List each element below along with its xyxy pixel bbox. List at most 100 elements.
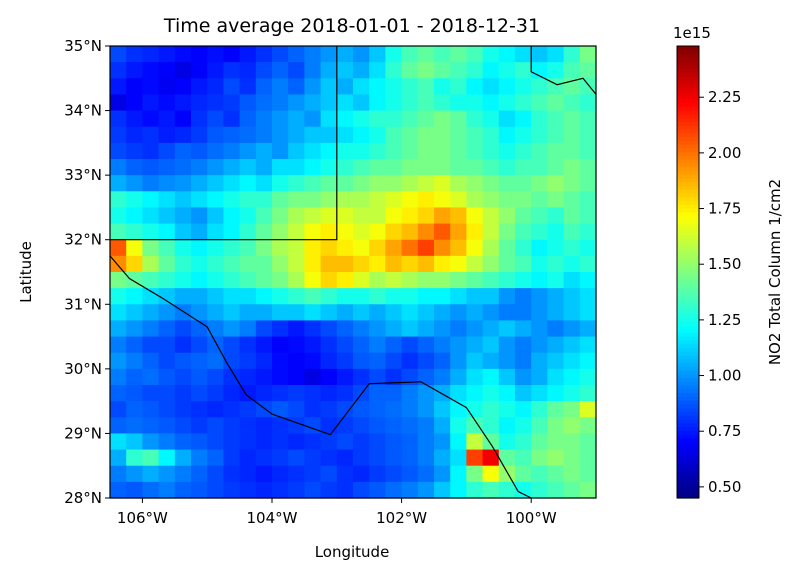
heatmap-cell	[417, 320, 435, 338]
heatmap-cell	[191, 175, 208, 192]
heatmap-cell	[336, 62, 354, 79]
heatmap-cell	[385, 449, 403, 467]
heatmap-cell	[158, 481, 176, 499]
heatmap-cell	[417, 465, 435, 483]
heatmap-cell	[272, 417, 289, 435]
heatmap-cell	[515, 126, 532, 144]
colorbar-segment	[677, 351, 699, 356]
heatmap-cell	[482, 272, 500, 289]
heatmap-cell	[320, 239, 338, 257]
heatmap-cell	[385, 255, 403, 273]
heatmap-cell	[191, 62, 208, 79]
heatmap-cell	[434, 223, 451, 241]
colorbar-segment	[677, 174, 699, 179]
heatmap-cell	[498, 207, 516, 225]
heatmap-cell	[304, 175, 322, 192]
heatmap-cell	[401, 449, 419, 467]
heatmap-cell	[547, 401, 565, 418]
heatmap-cell	[450, 352, 467, 370]
colorbar-segment	[677, 256, 699, 262]
heatmap-cell	[110, 159, 127, 176]
heatmap-cell	[369, 175, 386, 192]
heatmap-cell	[401, 62, 419, 79]
heatmap-cell	[482, 159, 500, 176]
heatmap-cell	[239, 368, 257, 386]
heatmap-cell	[515, 320, 532, 338]
heatmap-cell	[174, 159, 192, 176]
heatmap-cell	[191, 320, 208, 338]
heatmap-cell	[207, 368, 224, 386]
colorbar-segment	[677, 328, 699, 333]
heatmap-cell	[369, 191, 386, 209]
colorbar-segment	[677, 422, 699, 428]
colorbar-segment	[677, 396, 699, 401]
heatmap-cell	[466, 272, 484, 289]
heatmap-cell	[466, 433, 484, 451]
heatmap-cell	[142, 368, 160, 386]
heatmap-cell	[255, 46, 273, 63]
heatmap-cell	[142, 417, 160, 435]
heatmap-cell	[531, 449, 548, 467]
heatmap-cell	[401, 368, 419, 386]
heatmap-cell	[142, 239, 160, 257]
heatmap-cell	[531, 142, 548, 160]
heatmap-cell	[369, 94, 386, 112]
heatmap-cell	[385, 417, 403, 435]
heatmap-cell	[110, 62, 127, 79]
heatmap-cell	[515, 110, 532, 128]
heatmap-cell	[142, 62, 160, 79]
colorbar-segment	[677, 102, 699, 107]
heatmap-cell	[126, 207, 143, 225]
heatmap-cell	[142, 94, 160, 112]
heatmap-cell	[255, 433, 273, 451]
heatmap-cell	[385, 304, 403, 322]
heatmap-cell	[320, 320, 338, 338]
heatmap-cell	[304, 401, 322, 418]
heatmap-cell	[563, 62, 581, 79]
heatmap-cell	[482, 417, 500, 435]
heatmap-cell	[174, 191, 192, 209]
heatmap-cell	[320, 385, 338, 402]
heatmap-cell	[434, 320, 451, 338]
heatmap-cell	[191, 288, 208, 305]
colorbar-segment	[677, 223, 699, 228]
heatmap-cell	[579, 449, 597, 467]
heatmap-cell	[142, 385, 160, 402]
colorbar-segment	[677, 305, 699, 311]
heatmap-cell	[239, 239, 257, 257]
x-tick-label: 100°W	[506, 509, 557, 527]
heatmap-cell	[304, 159, 322, 176]
heatmap-cell	[401, 126, 419, 144]
heatmap-cell	[417, 62, 435, 79]
heatmap-cell	[239, 336, 257, 354]
heatmap-cell	[547, 336, 565, 354]
heatmap-cell	[191, 191, 208, 209]
heatmap-cell	[369, 304, 386, 322]
colorbar-segment	[677, 143, 699, 149]
heatmap-cell	[369, 126, 386, 144]
colorbar-segment	[677, 366, 699, 371]
heatmap-cell	[239, 401, 257, 418]
heatmap-cell	[272, 159, 289, 176]
heatmap-cell	[288, 368, 305, 386]
heatmap-cell	[174, 449, 192, 467]
heatmap-cell	[401, 481, 419, 499]
heatmap-cell	[239, 142, 257, 160]
heatmap-cell	[272, 272, 289, 289]
heatmap-cell	[320, 255, 338, 273]
heatmap-cell	[207, 110, 224, 128]
heatmap-cell	[223, 385, 241, 402]
heatmap-cell	[515, 78, 532, 96]
heatmap-cell	[239, 385, 257, 402]
heatmap-cell	[255, 417, 273, 435]
heatmap-cell	[304, 417, 322, 435]
heatmap-cell	[434, 368, 451, 386]
heatmap-cell	[482, 352, 500, 370]
heatmap-cell	[191, 272, 208, 289]
heatmap-cell	[158, 368, 176, 386]
heatmap-cell	[320, 433, 338, 451]
heatmap-cell	[336, 223, 354, 241]
y-tick-label: 35°N	[64, 37, 102, 55]
heatmap-cell	[401, 336, 419, 354]
heatmap-cell	[498, 320, 516, 338]
